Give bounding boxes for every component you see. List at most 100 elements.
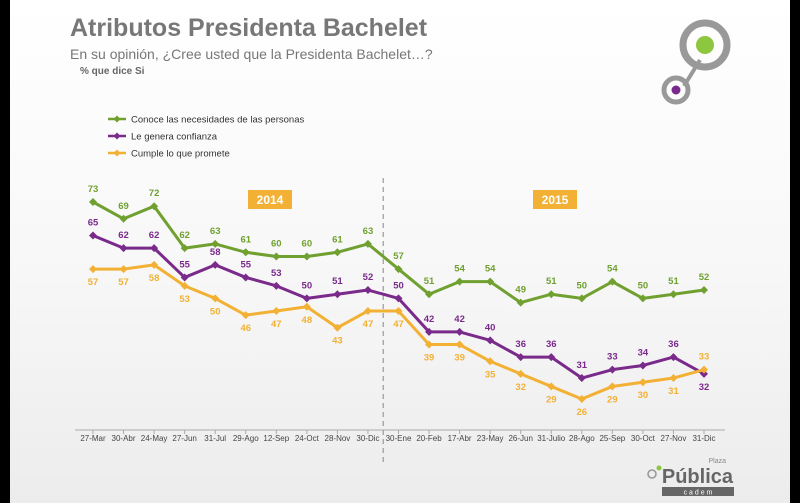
data-label: 52 [363, 272, 374, 283]
data-label: 33 [699, 352, 710, 363]
brand-main-text: Pública [662, 466, 734, 488]
year-label: 2014 [257, 193, 284, 207]
legend-label: Conoce las necesidades de las personas [131, 115, 304, 126]
data-point [394, 265, 403, 274]
data-point [669, 290, 678, 299]
data-point [425, 340, 434, 349]
data-point [302, 252, 311, 261]
data-label: 62 [118, 230, 129, 241]
left-border [0, 0, 10, 503]
legend-marker [113, 115, 121, 123]
data-point [608, 277, 617, 286]
data-label: 72 [149, 188, 160, 199]
data-point [455, 277, 464, 286]
data-label: 29 [607, 394, 618, 405]
data-label: 62 [179, 230, 190, 241]
data-point [638, 294, 647, 303]
data-point [211, 294, 220, 303]
x-tick-label: 24-Oct [295, 434, 320, 443]
data-label: 46 [240, 323, 251, 334]
data-label: 39 [454, 353, 465, 364]
data-label: 63 [210, 226, 221, 237]
data-label: 50 [393, 280, 404, 291]
data-point [516, 353, 525, 362]
legend-marker [113, 132, 121, 140]
legend-item-conoce-las-necesidades-de-las-personas: Conoce las necesidades de las personas [108, 115, 304, 126]
year-labels: 2014 2015 [248, 190, 577, 209]
data-point [547, 353, 556, 362]
data-point [455, 327, 464, 336]
x-axis-ticks: 27-Mar 30-Abr 24-May 27-Jun 31-Jul 29-Ago 12-S… [80, 430, 716, 443]
x-tick-label: 31-Dic [692, 434, 715, 443]
data-point [119, 244, 128, 253]
data-label: 47 [363, 319, 374, 330]
data-label: 31 [668, 386, 679, 397]
data-label: 58 [210, 247, 221, 258]
data-point [577, 395, 586, 403]
data-label: 55 [179, 259, 190, 270]
data-label: 51 [668, 276, 679, 287]
data-point [486, 277, 495, 286]
x-tick-label: 27-Jun [172, 434, 196, 443]
data-point [333, 248, 342, 257]
logo-big-ring [679, 19, 731, 71]
legend-item-le-genera-confianza: Le genera confianza [108, 132, 218, 143]
right-border [790, 0, 800, 503]
data-point [119, 265, 128, 274]
series-cumple-lo-que-promete: 57 57 58 53 50 46 47 48 43 47 47 39 39 35 32 29 26 29 30 31… [88, 260, 710, 418]
x-tick-label: 31-Jul [204, 434, 226, 443]
x-tick-label: 27-Mar [80, 434, 106, 443]
data-label: 52 [699, 272, 710, 283]
data-point [669, 374, 678, 383]
data-point [608, 365, 617, 374]
data-point [394, 294, 403, 303]
data-point [669, 353, 678, 362]
data-point [700, 365, 708, 374]
data-label: 60 [271, 238, 282, 249]
brand-dot-icon [647, 469, 657, 479]
data-label: 43 [332, 336, 343, 347]
x-tick-label: 27-Nov [661, 434, 687, 443]
data-point [608, 382, 617, 391]
data-point [425, 327, 434, 336]
data-label: 50 [210, 306, 221, 317]
year-badge-2014 [248, 190, 292, 209]
data-point [363, 286, 372, 295]
x-tick-label: 30-Ene [386, 434, 412, 443]
data-label: 50 [302, 280, 313, 291]
data-label: 36 [546, 339, 557, 350]
brand-green-icon [656, 465, 662, 471]
data-label: 30 [638, 390, 649, 401]
data-point [89, 231, 97, 240]
page-subtitle: En su opinión, ¿Cree usted que la Presid… [70, 46, 433, 62]
data-label: 51 [424, 276, 435, 287]
x-tick-label: 23-May [477, 434, 504, 443]
data-label: 32 [515, 382, 526, 393]
x-tick-label: 17-Abr [448, 434, 472, 443]
data-point [638, 378, 647, 387]
series-conoce-las-necesidades-de-las-personas: 73 69 72 62 63 61 60 60 61 63 57 51 54 54 49 51 50 54 50 51… [88, 184, 710, 307]
data-point [577, 294, 586, 303]
data-label: 65 [88, 218, 99, 229]
data-point [89, 198, 97, 206]
data-label: 42 [424, 314, 435, 325]
data-label: 48 [302, 315, 313, 326]
data-label: 50 [577, 280, 588, 291]
x-tick-label: 28-Ago [569, 434, 595, 443]
data-point [455, 340, 464, 349]
data-label: 54 [485, 264, 496, 275]
data-point [180, 273, 189, 282]
data-point [333, 323, 342, 332]
data-label: 58 [149, 273, 160, 284]
page-title: Atributos Presidenta Bachelet [70, 14, 428, 42]
data-label: 29 [546, 394, 557, 405]
data-point [638, 361, 647, 370]
x-tick-label: 28-Nov [325, 434, 351, 443]
x-tick-label: 31-Julio [537, 434, 566, 443]
data-label: 69 [118, 201, 129, 212]
data-point [272, 306, 281, 315]
legend: Conoce las necesidades de las personas Le… [108, 115, 304, 160]
x-tick-label: 30-Abr [112, 434, 136, 443]
